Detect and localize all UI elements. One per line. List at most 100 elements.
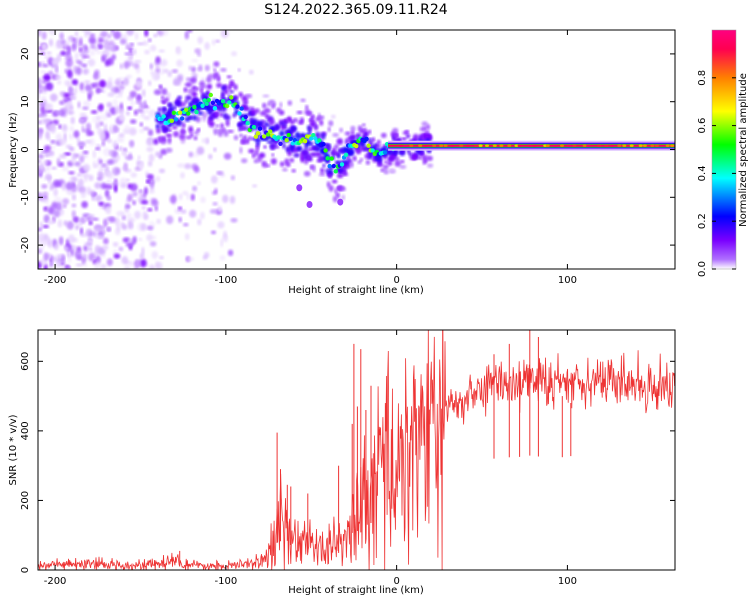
ridge-cell <box>248 69 254 75</box>
noise-cell <box>90 43 96 50</box>
ridge-cell <box>286 162 291 167</box>
ridge-cell <box>200 92 206 98</box>
ridge-cell <box>285 146 291 153</box>
noise-cell <box>118 85 126 90</box>
ridge-cell <box>261 160 267 168</box>
ridge-cell <box>317 155 325 162</box>
ridge-cell <box>380 168 385 173</box>
noise-cell <box>128 96 133 101</box>
noise-cell <box>134 210 141 220</box>
ridge-cell <box>332 133 339 137</box>
noise-cell <box>186 257 194 262</box>
noise-cell <box>74 31 79 37</box>
noise-cell <box>95 147 100 151</box>
ridge-cell <box>300 98 306 103</box>
ridge-cell <box>332 147 337 154</box>
noise-cell <box>83 245 88 252</box>
ridge-cell <box>282 167 288 172</box>
ridge-cell <box>348 135 356 141</box>
ridge-cell <box>193 135 198 141</box>
carrier-core <box>638 144 643 147</box>
ridge-core <box>309 136 314 141</box>
noise-cell <box>153 89 162 96</box>
noise-cell <box>155 67 160 74</box>
carrier-core <box>527 144 532 147</box>
ridge-cell <box>161 88 168 96</box>
ridge-cell <box>337 185 341 191</box>
noise-cell <box>38 192 45 201</box>
noise-cell <box>196 146 205 155</box>
noise-cell <box>117 135 125 143</box>
noise-cell <box>211 190 217 195</box>
noise-cell <box>135 100 142 105</box>
noise-cell <box>62 198 70 205</box>
ridge-core <box>288 136 293 141</box>
ridge-cell <box>291 125 295 132</box>
noise-cell <box>103 237 109 245</box>
noise-cell <box>137 42 145 46</box>
ridge-cell <box>198 111 203 115</box>
noise-cell <box>98 38 104 43</box>
noise-cell <box>56 157 61 166</box>
ridge-cell <box>393 134 399 138</box>
noise-cell <box>215 39 220 43</box>
noise-cell <box>119 63 124 70</box>
noise-cell <box>162 30 169 36</box>
ridge-cell <box>320 147 324 153</box>
noise-cell <box>39 102 46 107</box>
ridge-cell <box>327 168 333 174</box>
noise-cell <box>220 30 229 39</box>
ridge-cell <box>167 137 172 145</box>
ridge-core <box>239 106 244 111</box>
noise-cell <box>87 246 92 251</box>
noise-cell <box>141 206 146 210</box>
noise-cell <box>84 175 88 183</box>
noise-cell <box>104 189 110 198</box>
ridge-cell <box>273 145 280 149</box>
noise-cell <box>79 169 84 173</box>
ridge-cell <box>335 151 339 155</box>
ridge-cell <box>319 119 324 126</box>
ridge-cell <box>241 138 248 145</box>
ridge-cell <box>270 158 277 165</box>
noise-cell <box>140 223 147 231</box>
ridge-cell <box>338 169 343 175</box>
noise-cell <box>144 108 149 114</box>
noise-cell <box>106 226 112 232</box>
noise-cell <box>72 217 79 222</box>
noise-cell <box>97 170 104 179</box>
noise-cell <box>46 174 52 180</box>
noise-cell <box>73 90 77 99</box>
snr-axes: -200 -100 0 100 0 200 400 600 <box>20 330 675 587</box>
noise-cell <box>145 179 150 184</box>
noise-cell <box>38 159 42 164</box>
noise-cell <box>59 153 67 159</box>
ridge-core <box>208 92 213 98</box>
ridge-cell <box>264 114 270 119</box>
isolated-blob <box>306 200 313 208</box>
noise-cell <box>45 130 50 140</box>
noise-cell <box>42 63 49 68</box>
noise-cell <box>155 56 161 64</box>
noise-cell <box>92 149 97 159</box>
noise-cell <box>125 242 134 248</box>
noise-cell <box>38 227 42 232</box>
ridge-cell <box>175 121 183 127</box>
noise-cell <box>58 124 62 129</box>
ridge-cell <box>296 145 303 151</box>
noise-cell <box>121 166 127 171</box>
ridge-cell <box>331 179 338 184</box>
ridge-cell <box>239 146 243 154</box>
noise-cell <box>114 105 120 115</box>
noise-cell <box>92 160 97 169</box>
noise-cell <box>68 171 75 175</box>
ridge-cell <box>364 153 370 159</box>
ridge-core <box>251 124 257 130</box>
ridge-cell <box>182 122 186 129</box>
ridge-cell <box>360 146 365 152</box>
carrier-core <box>459 144 464 147</box>
noise-cell <box>197 181 201 186</box>
ridge-cell <box>348 149 355 155</box>
noise-cell <box>227 249 234 256</box>
noise-cell <box>41 160 50 166</box>
